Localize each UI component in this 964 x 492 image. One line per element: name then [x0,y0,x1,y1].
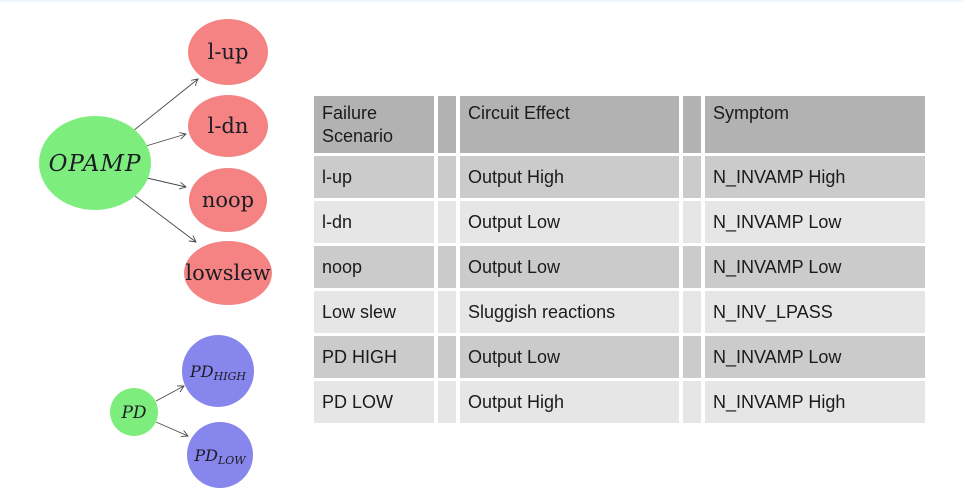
node-lup: l-up [188,19,268,85]
pd-circle [110,388,158,436]
edge-opamp-lup [132,79,198,132]
pdhigh-circle [182,335,254,407]
opamp-label: OPAMP [49,151,142,177]
table-row-5-cell-4: N_INVAMP High [705,381,925,423]
table-row-4-spacer [438,336,456,378]
table-row-3-cell-4: N_INV_LPASS [705,291,925,333]
table-row-3-spacer [683,291,701,333]
table-row-0-spacer [683,156,701,198]
failure-table: Failure Scenario Circuit Effect Symptom l-u… [314,96,925,423]
edge-opamp-lowslew [134,195,196,242]
window-top-edge [0,0,964,3]
lowslew-ellipse [184,241,272,305]
table-row-2-spacer [683,246,701,288]
node-pd: PD [110,388,158,436]
table-row-1-cell-0: l-dn [314,201,434,243]
edge-opamp-noop [146,177,186,187]
pdlow-label-subscript: LOW [217,454,247,467]
pdhigh-label-main: PD [189,362,214,381]
edge-pd-pdhigh [155,386,184,402]
table-row-0-cell-0: l-up [314,156,434,198]
table-row-2-cell-0: noop [314,246,434,288]
table-row-1-cell-4: N_INVAMP Low [705,201,925,243]
node-opamp: OPAMP [39,116,151,210]
table-row-2-cell-4: N_INVAMP Low [705,246,925,288]
table-row-5-cell-2: Output High [460,381,679,423]
pd-label: PD [120,403,146,423]
table-row-3-cell-0: Low slew [314,291,434,333]
table-row-2-cell-2: Output Low [460,246,679,288]
header-cell-2: Circuit Effect [460,96,679,153]
table-row-4-cell-4: N_INVAMP Low [705,336,925,378]
table-row-1-spacer [438,201,456,243]
table-row-1-cell-2: Output Low [460,201,679,243]
table-row-4-spacer [683,336,701,378]
table-row-3-spacer [438,291,456,333]
lowslew-label: lowslew [185,261,270,285]
node-pdhigh: PDHIGH [182,335,254,407]
fault-tree-diagram: OPAMP l-up l-dn noop lowslew PD PDHIGH P… [39,19,272,488]
table-row-0-spacer [438,156,456,198]
lup-label: l-up [208,40,249,64]
pdlow-label: PDLOW [193,446,247,467]
header-spacer [683,96,701,153]
pdlow-label-main: PD [193,446,218,465]
table-row-2-spacer [438,246,456,288]
table-row-5-spacer [438,381,456,423]
pdhigh-label: PDHIGH [189,362,246,383]
node-ldn: l-dn [188,95,268,157]
ldn-ellipse [188,95,268,157]
table-row-0-cell-4: N_INVAMP High [705,156,925,198]
header-cell-0: Failure Scenario [314,96,434,153]
edge-pd-pdlow [155,421,188,436]
ldn-label: l-dn [208,114,249,138]
header-cell-4: Symptom [705,96,925,153]
noop-label: noop [202,188,254,212]
table-row-5-spacer [683,381,701,423]
pdlow-circle [187,422,253,488]
table-row-0-cell-2: Output High [460,156,679,198]
edge-opamp-ldn [145,134,186,147]
noop-ellipse [189,168,267,232]
node-pdlow: PDLOW [187,422,253,488]
node-lowslew: lowslew [184,241,272,305]
table-row-4-cell-0: PD HIGH [314,336,434,378]
pdhigh-label-subscript: HIGH [213,370,247,383]
table-row-4-cell-2: Output Low [460,336,679,378]
table-row-3-cell-2: Sluggish reactions [460,291,679,333]
table-row-1-spacer [683,201,701,243]
node-noop: noop [189,168,267,232]
lup-ellipse [188,19,268,85]
opamp-ellipse [39,116,151,210]
header-spacer [438,96,456,153]
table-row-5-cell-0: PD LOW [314,381,434,423]
